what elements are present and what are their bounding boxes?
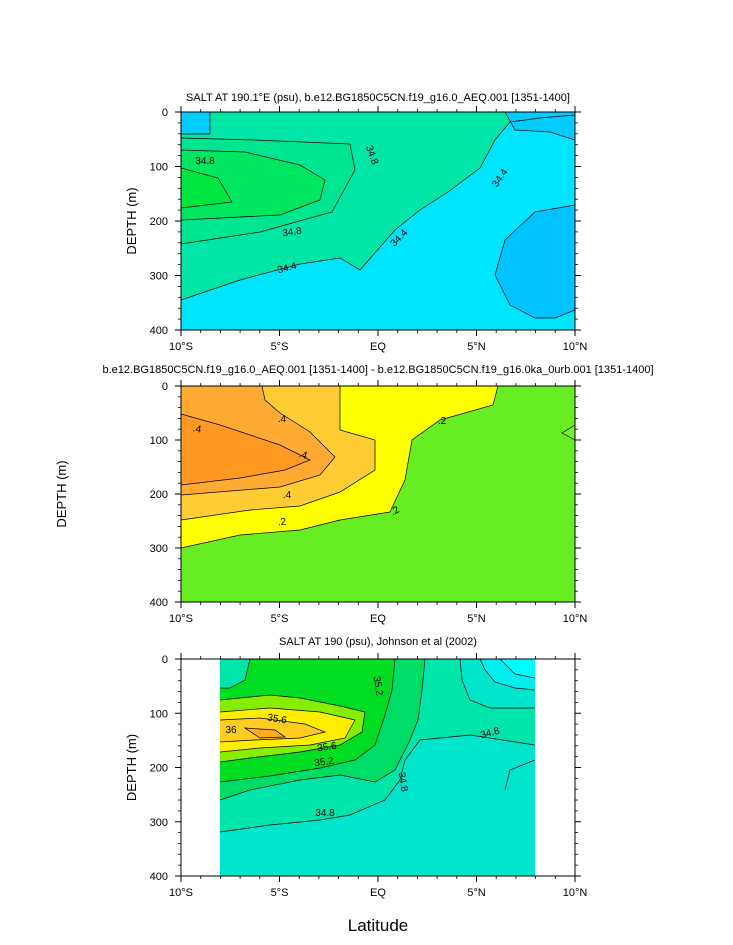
- contour-label: 35.6: [266, 712, 288, 726]
- panel-1-contour-lines: [181, 112, 575, 319]
- fill-34.4-top-right: [500, 659, 535, 678]
- panel-3: SALT AT 190 (psu), Johnson et al (2002): [180, 636, 576, 877]
- y-tick-label: 0: [162, 107, 168, 119]
- y-tick-label: 200: [150, 763, 168, 775]
- y-tick-label: 0: [162, 654, 168, 666]
- contour-label: 35.6: [317, 741, 338, 755]
- fill-low-left: [181, 112, 210, 134]
- y-axis-label: DEPTH (m): [124, 187, 139, 254]
- contour-label: .4: [283, 490, 292, 501]
- y-tick-label: 300: [150, 543, 168, 555]
- contour-label: 36: [225, 725, 237, 736]
- y-axis-label: DEPTH (m): [54, 460, 69, 527]
- x-tick-label: EQ: [370, 613, 386, 625]
- fill-35.4: [181, 168, 232, 208]
- y-tick-label: 200: [150, 216, 168, 228]
- contour-label: 34.8: [395, 772, 409, 794]
- fill-low-right: [505, 112, 575, 140]
- contour-label: 34.4: [276, 261, 298, 277]
- y-tick-label: 100: [150, 435, 168, 447]
- panel-3-contour-lines: [220, 659, 535, 833]
- panel-2-contour-fills: [181, 386, 575, 602]
- x-tick-label: 5°N: [467, 341, 486, 353]
- y-tick-label: 400: [150, 597, 168, 609]
- contour-label: 34.8: [282, 226, 303, 240]
- y-tick-label: 100: [150, 708, 168, 720]
- x-tick-label: 10°N: [563, 341, 588, 353]
- contour-label: .4: [278, 414, 287, 425]
- y-tick-label: 300: [150, 271, 168, 283]
- contour-label: 35.2: [314, 756, 335, 770]
- x-tick-label: EQ: [370, 887, 386, 899]
- contour-label: .4: [192, 423, 203, 435]
- x-tick-label: 5°S: [271, 887, 289, 899]
- fill-top-left: [220, 659, 250, 688]
- panel-1-title: SALT AT 190.1°E (psu), b.e12.BG1850C5CN.…: [186, 92, 570, 104]
- panel-3-title: SALT AT 190 (psu), Johnson et al (2002): [279, 636, 477, 648]
- x-tick-label: 5°S: [271, 613, 289, 625]
- y-tick-label: 300: [150, 817, 168, 829]
- panel-2-title: b.e12.BG1850C5CN.f19_g16.0_AEQ.001 [1351…: [102, 364, 653, 376]
- y-tick-label: 400: [150, 325, 168, 337]
- x-tick-label: 5°N: [467, 613, 486, 625]
- contour-label: 34.8: [315, 808, 335, 819]
- fill-34.2: [495, 205, 575, 318]
- contour-label: .2: [277, 517, 287, 529]
- x-tick-label: 10°S: [169, 341, 193, 353]
- panel-1-contour-fills: [181, 112, 575, 330]
- x-tick-label: 10°S: [169, 887, 193, 899]
- y-tick-label: 200: [150, 489, 168, 501]
- x-tick-label: 10°S: [169, 613, 193, 625]
- fill-0.5: [181, 414, 310, 485]
- x-tick-label: 5°N: [467, 887, 486, 899]
- fill-36.2: [245, 728, 285, 738]
- contour-label: 34.8: [479, 726, 501, 742]
- x-axis-label: Latitude: [348, 916, 409, 935]
- y-axis-label: DEPTH (m): [124, 734, 139, 801]
- x-tick-label: EQ: [370, 341, 386, 353]
- panel-1: SALT AT 190.1°E (psu), b.e12.BG1850C5CN.…: [180, 92, 576, 331]
- contour-label: 35.2: [370, 676, 384, 698]
- x-tick-label: 5°S: [271, 341, 289, 353]
- panel-2: b.e12.BG1850C5CN.f19_g16.0_AEQ.001 [1351…: [102, 364, 654, 603]
- fill-right-edge: [562, 425, 575, 440]
- contour-label: .4: [297, 449, 308, 462]
- contour-label: 34.8: [195, 156, 215, 167]
- y-tick-label: 400: [150, 871, 168, 883]
- y-tick-label: 100: [150, 162, 168, 174]
- x-tick-label: 10°N: [563, 887, 588, 899]
- panel-2-contour-lines: [181, 386, 575, 549]
- x-tick-label: 10°N: [563, 613, 588, 625]
- contour-label: .2: [438, 416, 447, 427]
- y-tick-label: 0: [162, 381, 168, 393]
